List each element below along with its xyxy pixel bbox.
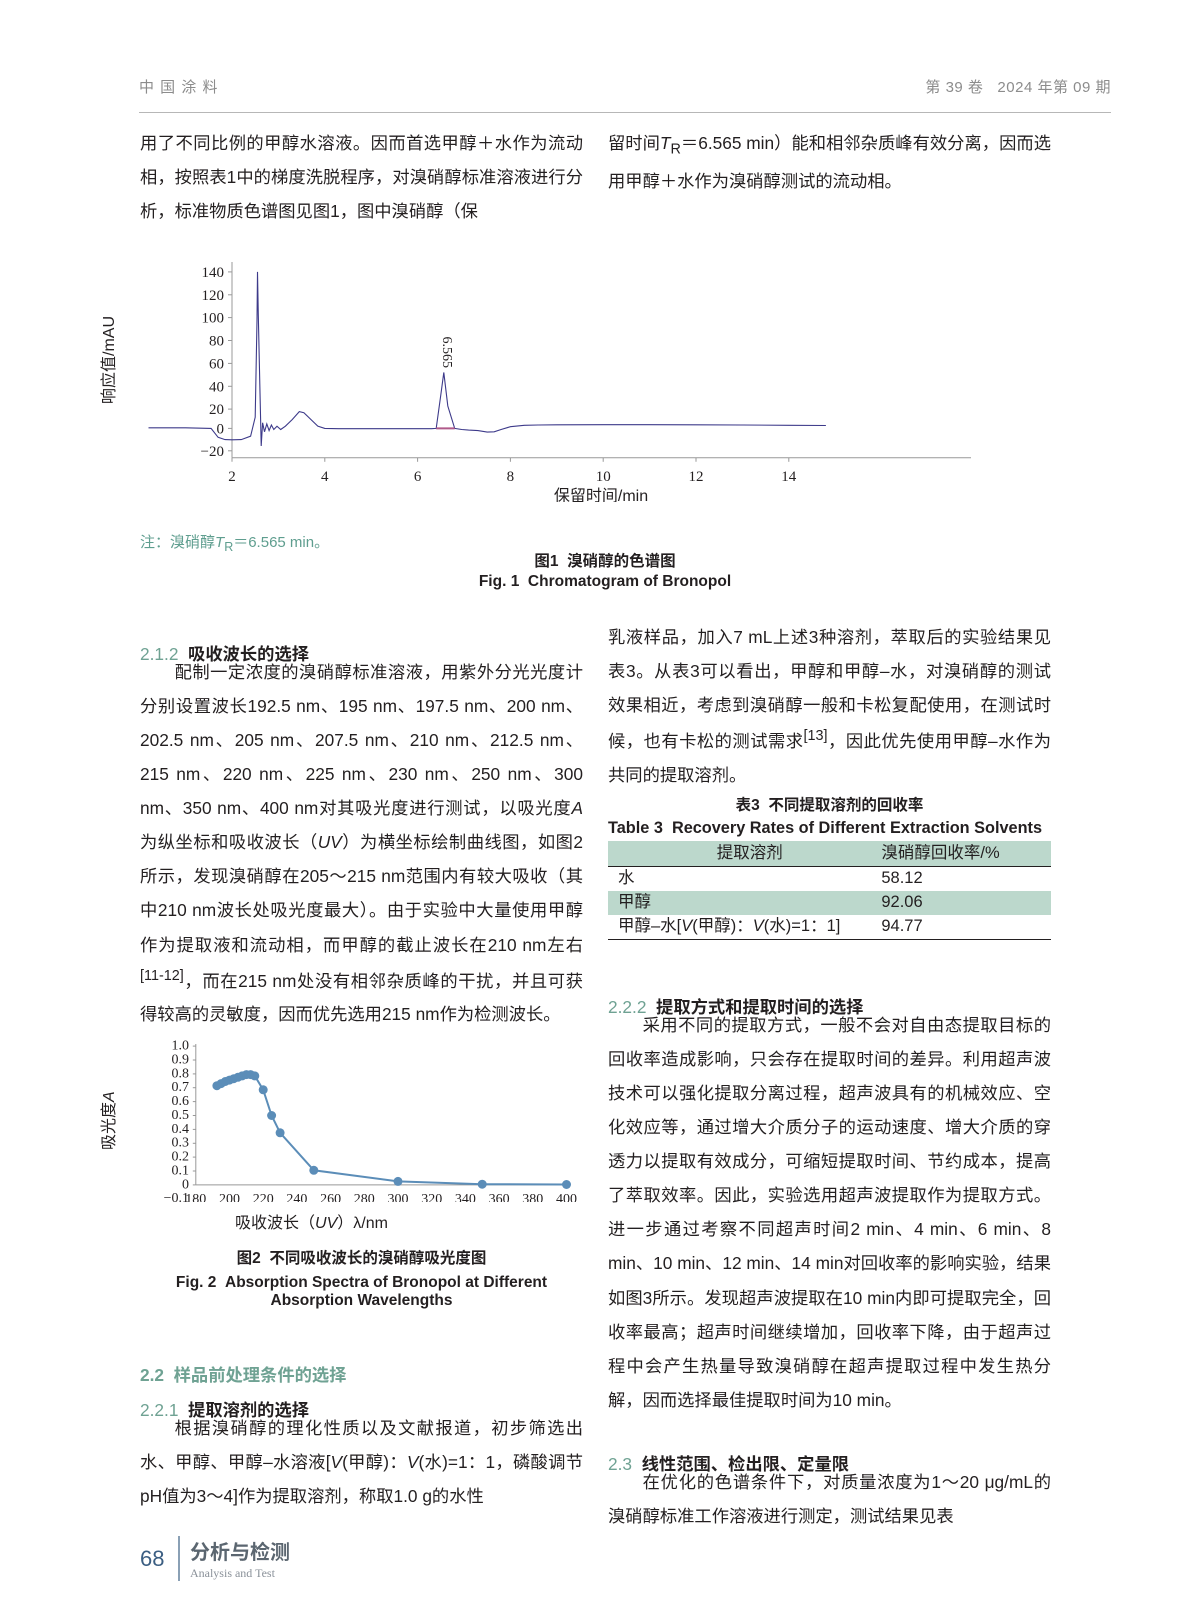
svg-text:120: 120 [202,288,225,304]
svg-text:6: 6 [414,469,422,485]
svg-text:0.6: 0.6 [172,1094,190,1109]
svg-text:100: 100 [202,311,225,327]
svg-text:0.7: 0.7 [172,1080,190,1095]
svg-text:4: 4 [321,469,329,485]
svg-text:保留时间/min: 保留时间/min [554,487,648,502]
svg-text:0: 0 [182,1177,189,1192]
svg-text:2: 2 [228,469,236,485]
svg-text:380: 380 [522,1192,543,1202]
svg-text:240: 240 [286,1192,307,1202]
svg-text:200: 200 [219,1192,240,1202]
svg-text:280: 280 [354,1192,375,1202]
svg-text:−20: −20 [201,444,224,460]
svg-text:320: 320 [421,1192,442,1202]
svg-text:20: 20 [209,402,224,418]
svg-text:0.5: 0.5 [172,1108,190,1123]
svg-text:0.2: 0.2 [172,1150,190,1165]
svg-text:80: 80 [209,334,224,350]
svg-text:0.3: 0.3 [172,1136,190,1151]
svg-text:10: 10 [596,469,611,485]
svg-text:340: 340 [455,1192,476,1202]
svg-text:响应值/mAU: 响应值/mAU [99,316,118,404]
svg-text:0.1: 0.1 [172,1163,190,1178]
svg-text:12: 12 [689,469,704,485]
svg-text:0: 0 [217,421,225,437]
svg-text:360: 360 [489,1192,510,1202]
svg-text:0.9: 0.9 [172,1052,190,1067]
svg-text:180: 180 [185,1192,206,1202]
svg-text:400: 400 [556,1192,577,1202]
svg-text:1.0: 1.0 [172,1039,190,1054]
svg-text:300: 300 [388,1192,409,1202]
svg-text:60: 60 [209,356,224,372]
svg-text:220: 220 [253,1192,274,1202]
svg-text:260: 260 [320,1192,341,1202]
svg-text:140: 140 [202,265,225,281]
svg-text:8: 8 [507,469,515,485]
svg-text:14: 14 [781,469,797,485]
svg-text:6.565: 6.565 [439,337,454,369]
svg-text:40: 40 [209,379,224,395]
svg-text:0.8: 0.8 [172,1066,190,1081]
svg-text:0.4: 0.4 [172,1122,190,1137]
